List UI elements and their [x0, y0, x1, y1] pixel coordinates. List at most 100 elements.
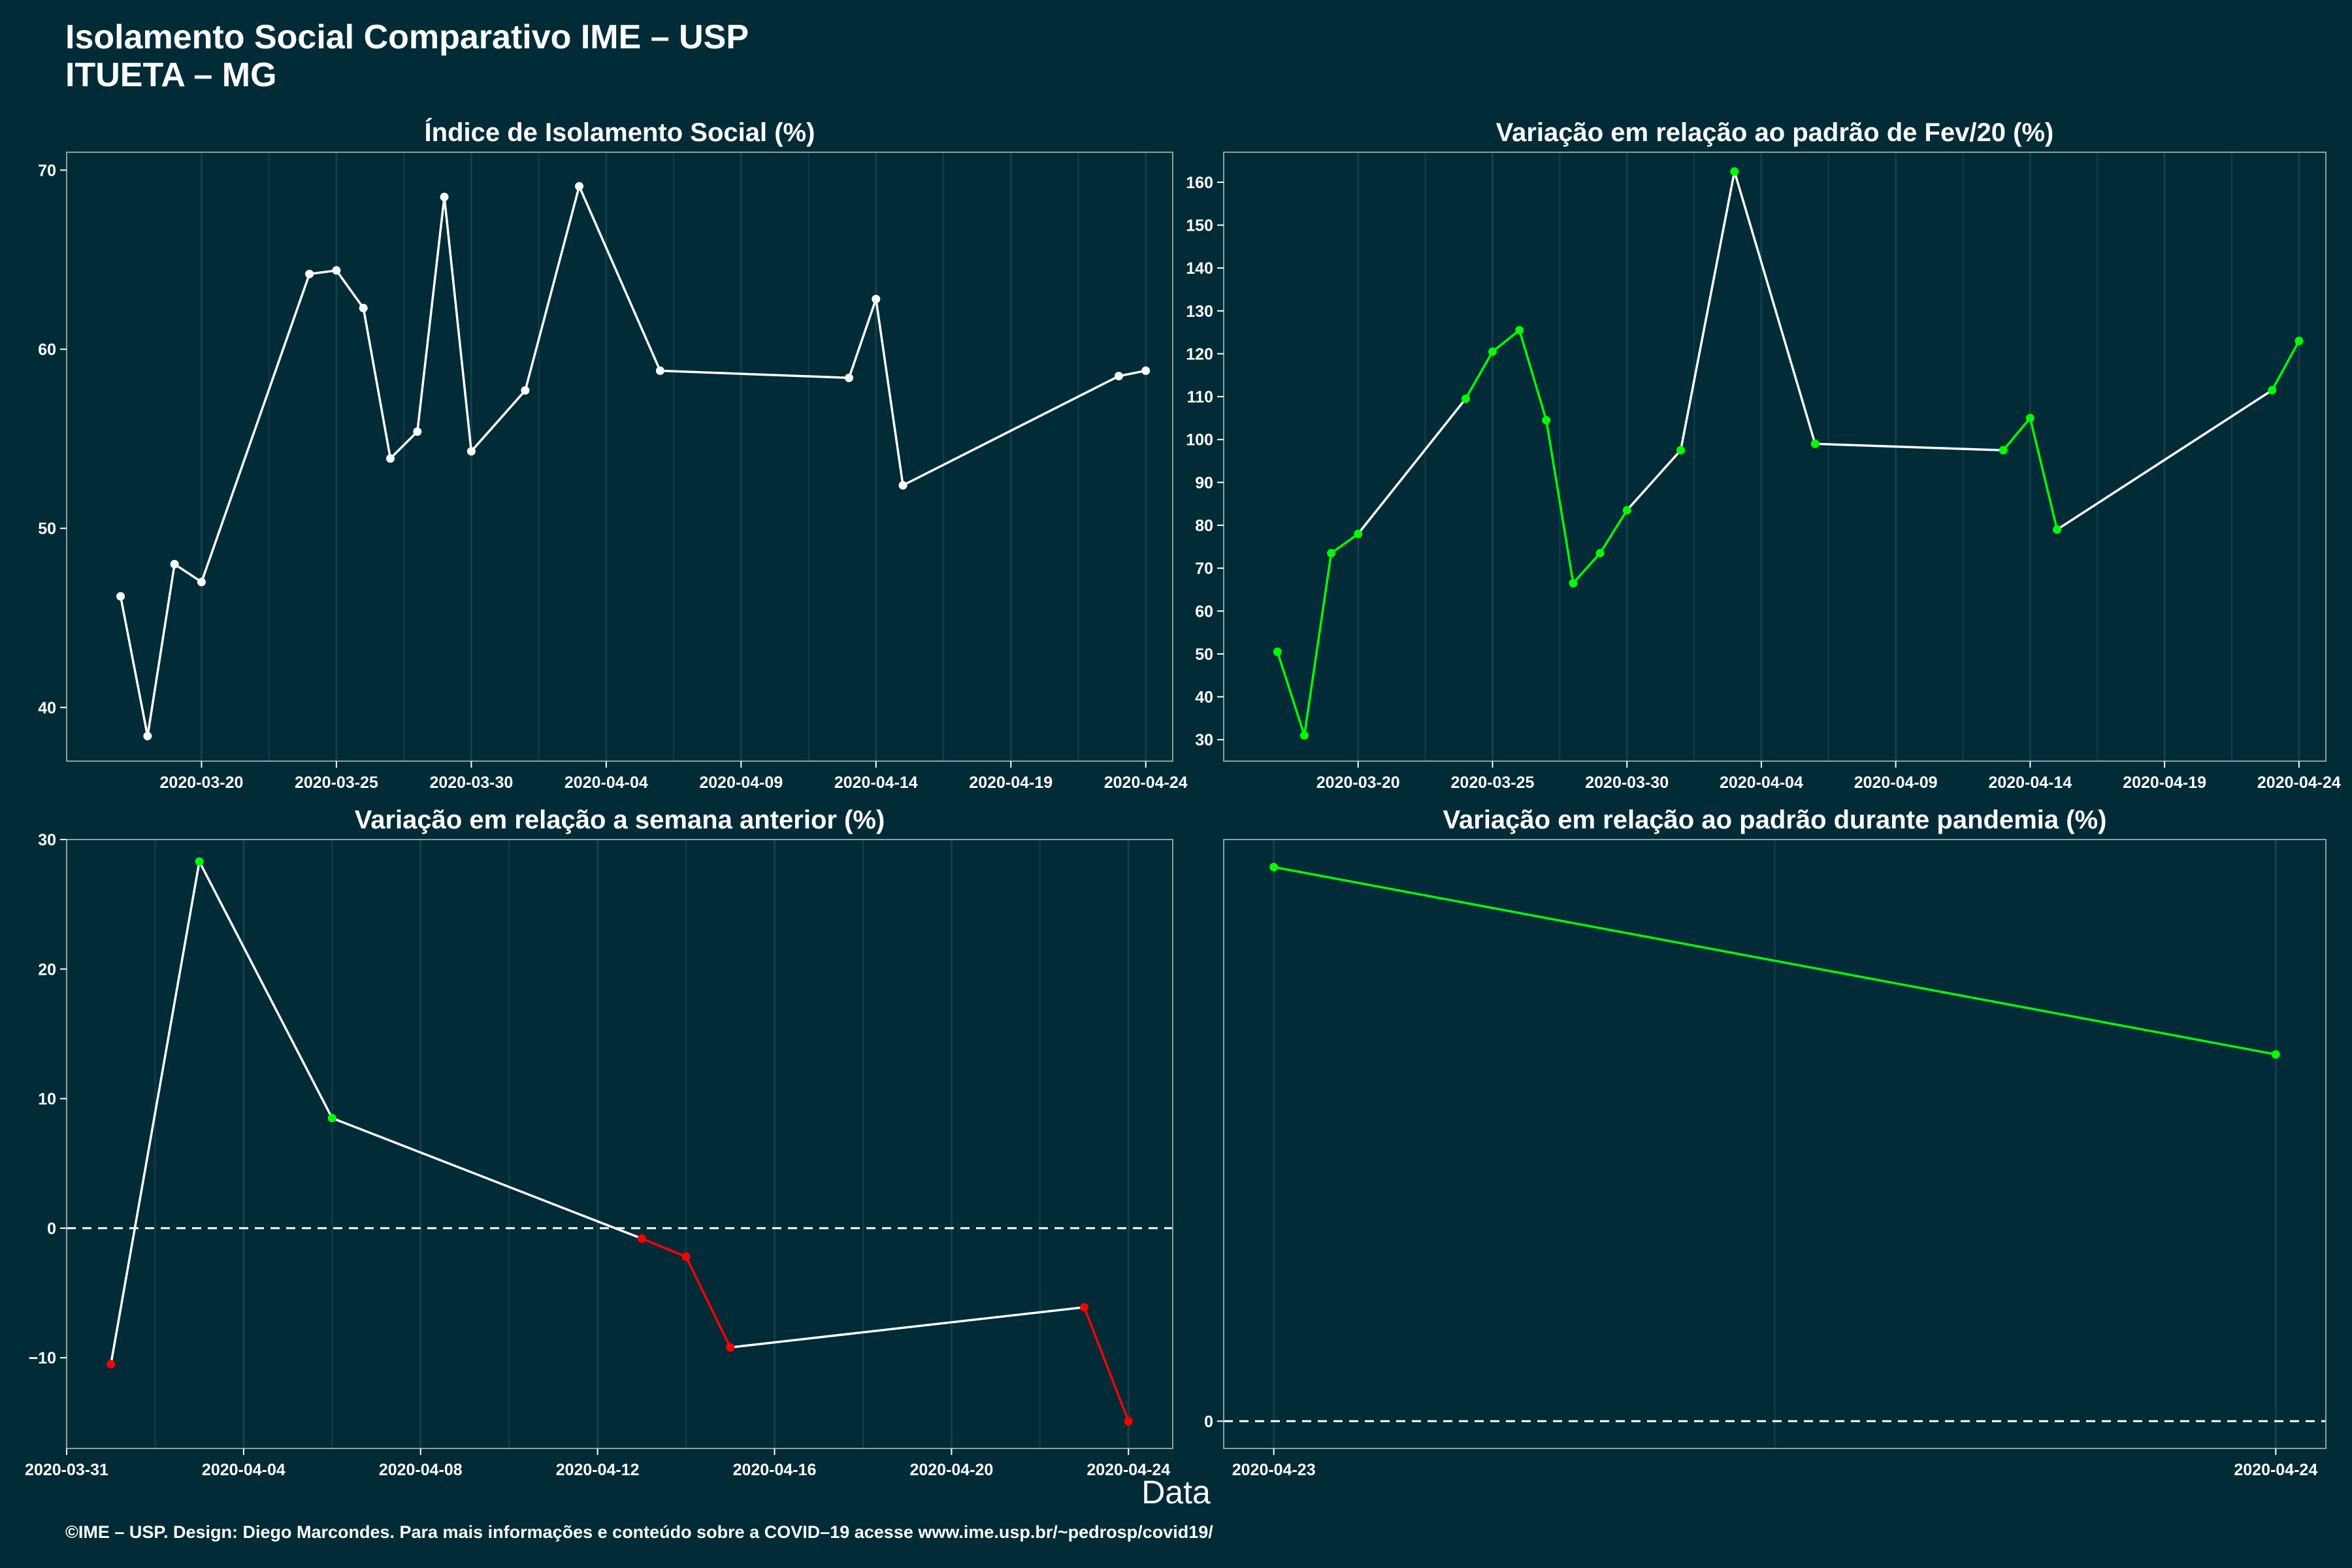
panel-border: [66, 839, 1173, 1449]
panel-4: Variação em relação ao padrão durante pa…: [1204, 806, 2327, 1479]
series-segment: [309, 269, 337, 276]
series-segment: [174, 563, 203, 583]
series-segment: [1276, 651, 1306, 736]
data-point: [195, 857, 204, 866]
data-point: [1354, 529, 1363, 538]
series-segment: [1119, 369, 1147, 378]
data-point: [1299, 731, 1309, 740]
data-point: [1273, 647, 1282, 657]
y-tick-label: 10: [38, 1090, 56, 1109]
data-point: [305, 269, 314, 278]
x-tick-label: 2020-04-19: [969, 774, 1053, 792]
data-point: [332, 266, 341, 275]
data-point: [1542, 416, 1551, 425]
y-tick-label: 70: [38, 161, 56, 180]
data-point: [1269, 862, 1279, 872]
data-point: [637, 1234, 646, 1243]
series-segment: [1492, 329, 1520, 353]
series-segment: [146, 564, 176, 736]
series-segment: [1330, 532, 1359, 555]
series-segment: [2029, 417, 2059, 530]
data-point: [1676, 446, 1685, 455]
series-segment: [1599, 510, 1628, 554]
data-point: [1810, 439, 1820, 448]
series-segment: [389, 431, 419, 459]
data-point: [1999, 446, 2008, 455]
x-axis-label: Data: [1141, 1474, 1211, 1511]
y-tick-label: 140: [1186, 259, 1213, 278]
data-point: [898, 481, 907, 490]
data-point: [1515, 325, 1524, 335]
data-point: [386, 454, 395, 463]
data-point: [1114, 372, 1123, 381]
series-segment: [524, 186, 581, 391]
x-tick-label: 2020-03-25: [295, 774, 378, 792]
panel-title: Índice de Isolamento Social (%): [425, 118, 815, 147]
y-tick-label: 20: [38, 960, 56, 979]
data-point: [1080, 1303, 1089, 1312]
y-tick-label: 50: [1195, 645, 1213, 664]
y-tick-label: 0: [47, 1220, 56, 1238]
data-point: [521, 386, 530, 395]
series-segment: [470, 389, 527, 452]
x-tick-label: 2020-04-23: [1232, 1461, 1316, 1479]
series-segment: [362, 308, 392, 459]
y-tick-label: 60: [38, 341, 56, 359]
data-point: [440, 193, 449, 202]
x-tick-label: 2020-04-24: [2257, 774, 2341, 792]
series-segment: [641, 1237, 687, 1258]
x-tick-label: 2020-04-24: [2234, 1461, 2317, 1479]
series-segment: [660, 369, 849, 380]
data-point: [2271, 1050, 2280, 1059]
x-tick-label: 2020-04-16: [733, 1461, 817, 1479]
y-tick-label: 40: [38, 699, 56, 717]
data-point: [1461, 394, 1470, 403]
series-segment: [847, 299, 877, 378]
y-tick-label: −10: [29, 1349, 56, 1367]
data-point: [1141, 366, 1151, 375]
x-tick-label: 2020-04-19: [2123, 774, 2206, 792]
series-segment: [109, 861, 201, 1365]
series-segment: [331, 1117, 642, 1240]
x-tick-label: 2020-04-24: [1086, 1461, 1170, 1479]
series-segment: [2271, 340, 2300, 391]
data-point: [1622, 506, 1631, 515]
data-point: [143, 732, 152, 741]
data-point: [413, 427, 422, 436]
y-tick-label: 30: [38, 831, 56, 849]
panel-border: [1223, 839, 2327, 1449]
panel-2: Variação em relação ao padrão de Fev/20 …: [1186, 118, 2341, 792]
series-segment: [1679, 171, 1736, 451]
y-tick-label: 70: [1195, 560, 1213, 578]
y-tick-label: 120: [1186, 345, 1213, 363]
data-point: [726, 1343, 735, 1352]
data-point: [466, 447, 476, 456]
data-point: [2268, 385, 2277, 395]
data-point: [1595, 549, 1605, 558]
data-point: [2295, 336, 2304, 346]
y-tick-label: 50: [38, 520, 56, 538]
title-line-1: Isolamento Social Comparativo IME – USP: [65, 18, 749, 56]
panel-border: [66, 152, 1173, 762]
series-segment: [902, 375, 1120, 487]
data-point: [655, 366, 664, 375]
y-tick-label: 130: [1186, 302, 1213, 321]
y-tick-label: 150: [1186, 217, 1213, 235]
series-segment: [1464, 351, 1494, 400]
x-tick-label: 2020-04-09: [699, 774, 783, 792]
data-point: [872, 295, 881, 304]
series-segment: [1083, 1307, 1130, 1422]
data-point: [681, 1252, 691, 1262]
series-segment: [119, 596, 149, 736]
footer-caption: ©IME – USP. Design: Diego Marcondes. Par…: [65, 1522, 1213, 1542]
page-title: Isolamento Social Comparativo IME – USP …: [65, 18, 749, 94]
x-tick-label: 2020-04-14: [834, 774, 918, 792]
data-point: [1124, 1416, 1133, 1426]
data-point: [844, 373, 853, 382]
series-segment: [2056, 389, 2273, 531]
x-tick-label: 2020-03-30: [429, 774, 513, 792]
data-point: [116, 592, 125, 601]
series-segment: [875, 299, 904, 486]
series-segment: [1303, 553, 1333, 736]
